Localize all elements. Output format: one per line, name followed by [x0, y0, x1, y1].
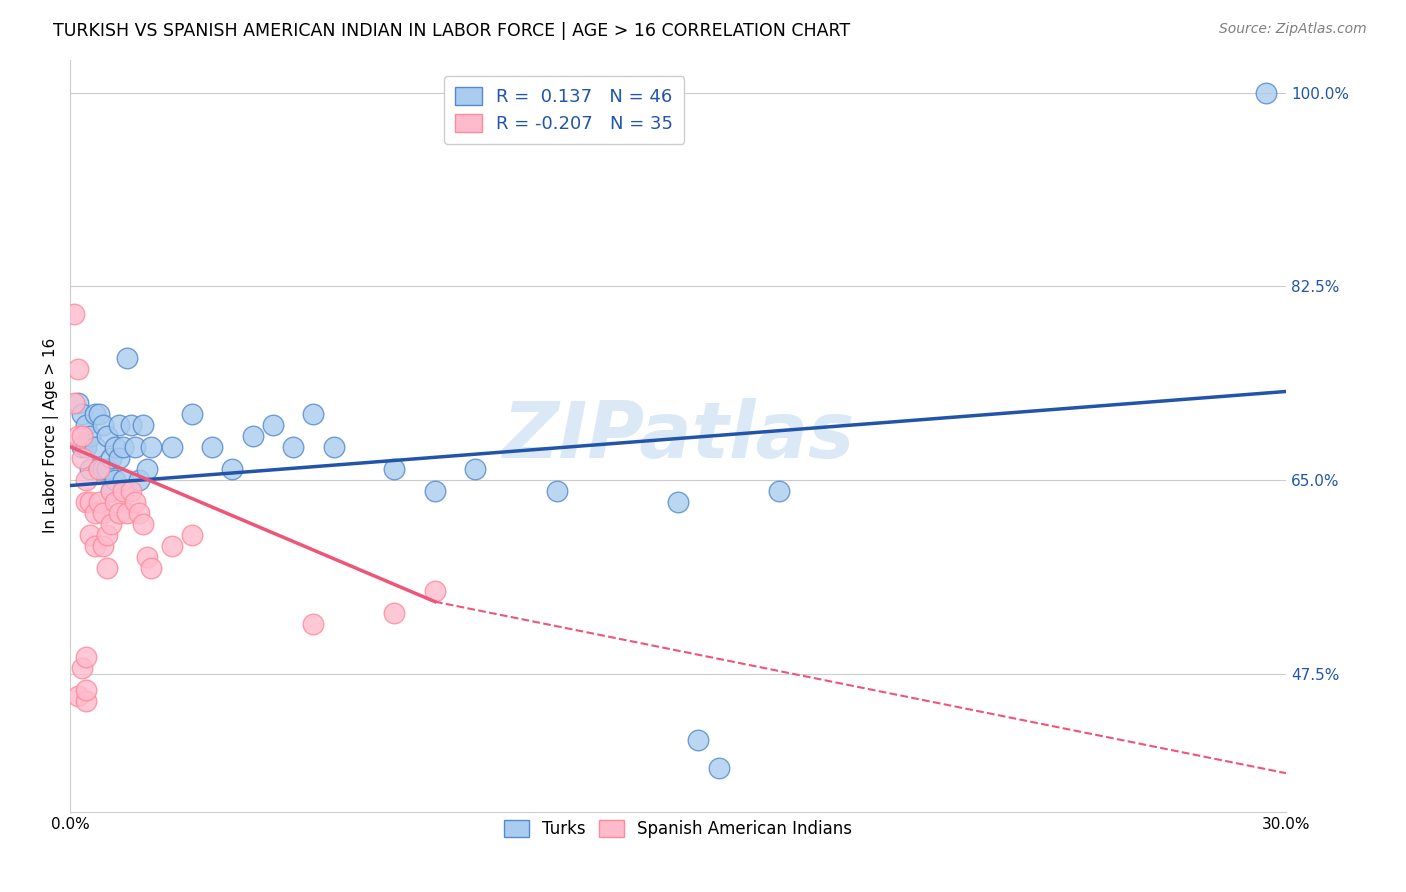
Point — [79, 428, 101, 442]
Point — [384, 606, 406, 620]
Point — [67, 689, 90, 703]
Point — [75, 417, 97, 432]
Point — [128, 506, 150, 520]
Point — [115, 351, 138, 366]
Point — [87, 462, 110, 476]
Point — [100, 517, 122, 532]
Point — [75, 473, 97, 487]
Point — [104, 473, 127, 487]
Point — [104, 495, 127, 509]
Point — [423, 484, 446, 499]
Point — [180, 528, 202, 542]
Point — [115, 506, 138, 520]
Point — [75, 683, 97, 698]
Point — [120, 484, 142, 499]
Point — [75, 440, 97, 454]
Point — [108, 506, 131, 520]
Point — [1254, 86, 1277, 100]
Point — [120, 417, 142, 432]
Point — [180, 407, 202, 421]
Point — [96, 428, 118, 442]
Y-axis label: In Labor Force | Age > 16: In Labor Force | Age > 16 — [44, 338, 59, 533]
Point — [72, 428, 94, 442]
Point — [72, 450, 94, 465]
Text: Source: ZipAtlas.com: Source: ZipAtlas.com — [1219, 22, 1367, 37]
Point — [75, 650, 97, 665]
Point — [63, 307, 86, 321]
Point — [384, 462, 406, 476]
Point — [83, 440, 105, 454]
Point — [160, 440, 183, 454]
Point — [67, 395, 90, 409]
Point — [302, 407, 325, 421]
Point — [79, 528, 101, 542]
Point — [83, 540, 105, 554]
Point — [63, 395, 86, 409]
Point — [302, 616, 325, 631]
Point — [75, 495, 97, 509]
Point — [91, 462, 114, 476]
Point — [111, 473, 134, 487]
Point — [132, 417, 155, 432]
Point — [242, 428, 264, 442]
Point — [72, 661, 94, 675]
Text: TURKISH VS SPANISH AMERICAN INDIAN IN LABOR FORCE | AGE > 16 CORRELATION CHART: TURKISH VS SPANISH AMERICAN INDIAN IN LA… — [53, 22, 851, 40]
Point — [96, 561, 118, 575]
Point — [262, 417, 284, 432]
Point — [201, 440, 224, 454]
Point — [108, 450, 131, 465]
Point — [124, 440, 146, 454]
Point — [464, 462, 486, 476]
Point — [100, 484, 122, 499]
Point — [688, 733, 710, 747]
Point — [132, 517, 155, 532]
Point — [111, 484, 134, 499]
Legend: Turks, Spanish American Indians: Turks, Spanish American Indians — [498, 814, 859, 845]
Point — [221, 462, 243, 476]
Point — [546, 484, 568, 499]
Point — [104, 440, 127, 454]
Point — [72, 440, 94, 454]
Point — [100, 484, 122, 499]
Point — [281, 440, 304, 454]
Point — [322, 440, 344, 454]
Point — [72, 407, 94, 421]
Point — [87, 407, 110, 421]
Point — [67, 428, 90, 442]
Point — [423, 583, 446, 598]
Point — [87, 462, 110, 476]
Point — [91, 506, 114, 520]
Point — [96, 462, 118, 476]
Point — [79, 462, 101, 476]
Point — [87, 495, 110, 509]
Point — [136, 462, 159, 476]
Point — [136, 550, 159, 565]
Point — [768, 484, 790, 499]
Point — [108, 417, 131, 432]
Point — [96, 528, 118, 542]
Point — [75, 694, 97, 708]
Point — [91, 540, 114, 554]
Point — [707, 761, 730, 775]
Point — [83, 506, 105, 520]
Point — [141, 561, 163, 575]
Point — [124, 495, 146, 509]
Point — [91, 417, 114, 432]
Point — [141, 440, 163, 454]
Point — [111, 440, 134, 454]
Point — [128, 473, 150, 487]
Point — [79, 495, 101, 509]
Point — [83, 407, 105, 421]
Text: ZIPatlas: ZIPatlas — [502, 398, 855, 474]
Point — [100, 450, 122, 465]
Point — [67, 362, 90, 376]
Point — [666, 495, 689, 509]
Point — [160, 540, 183, 554]
